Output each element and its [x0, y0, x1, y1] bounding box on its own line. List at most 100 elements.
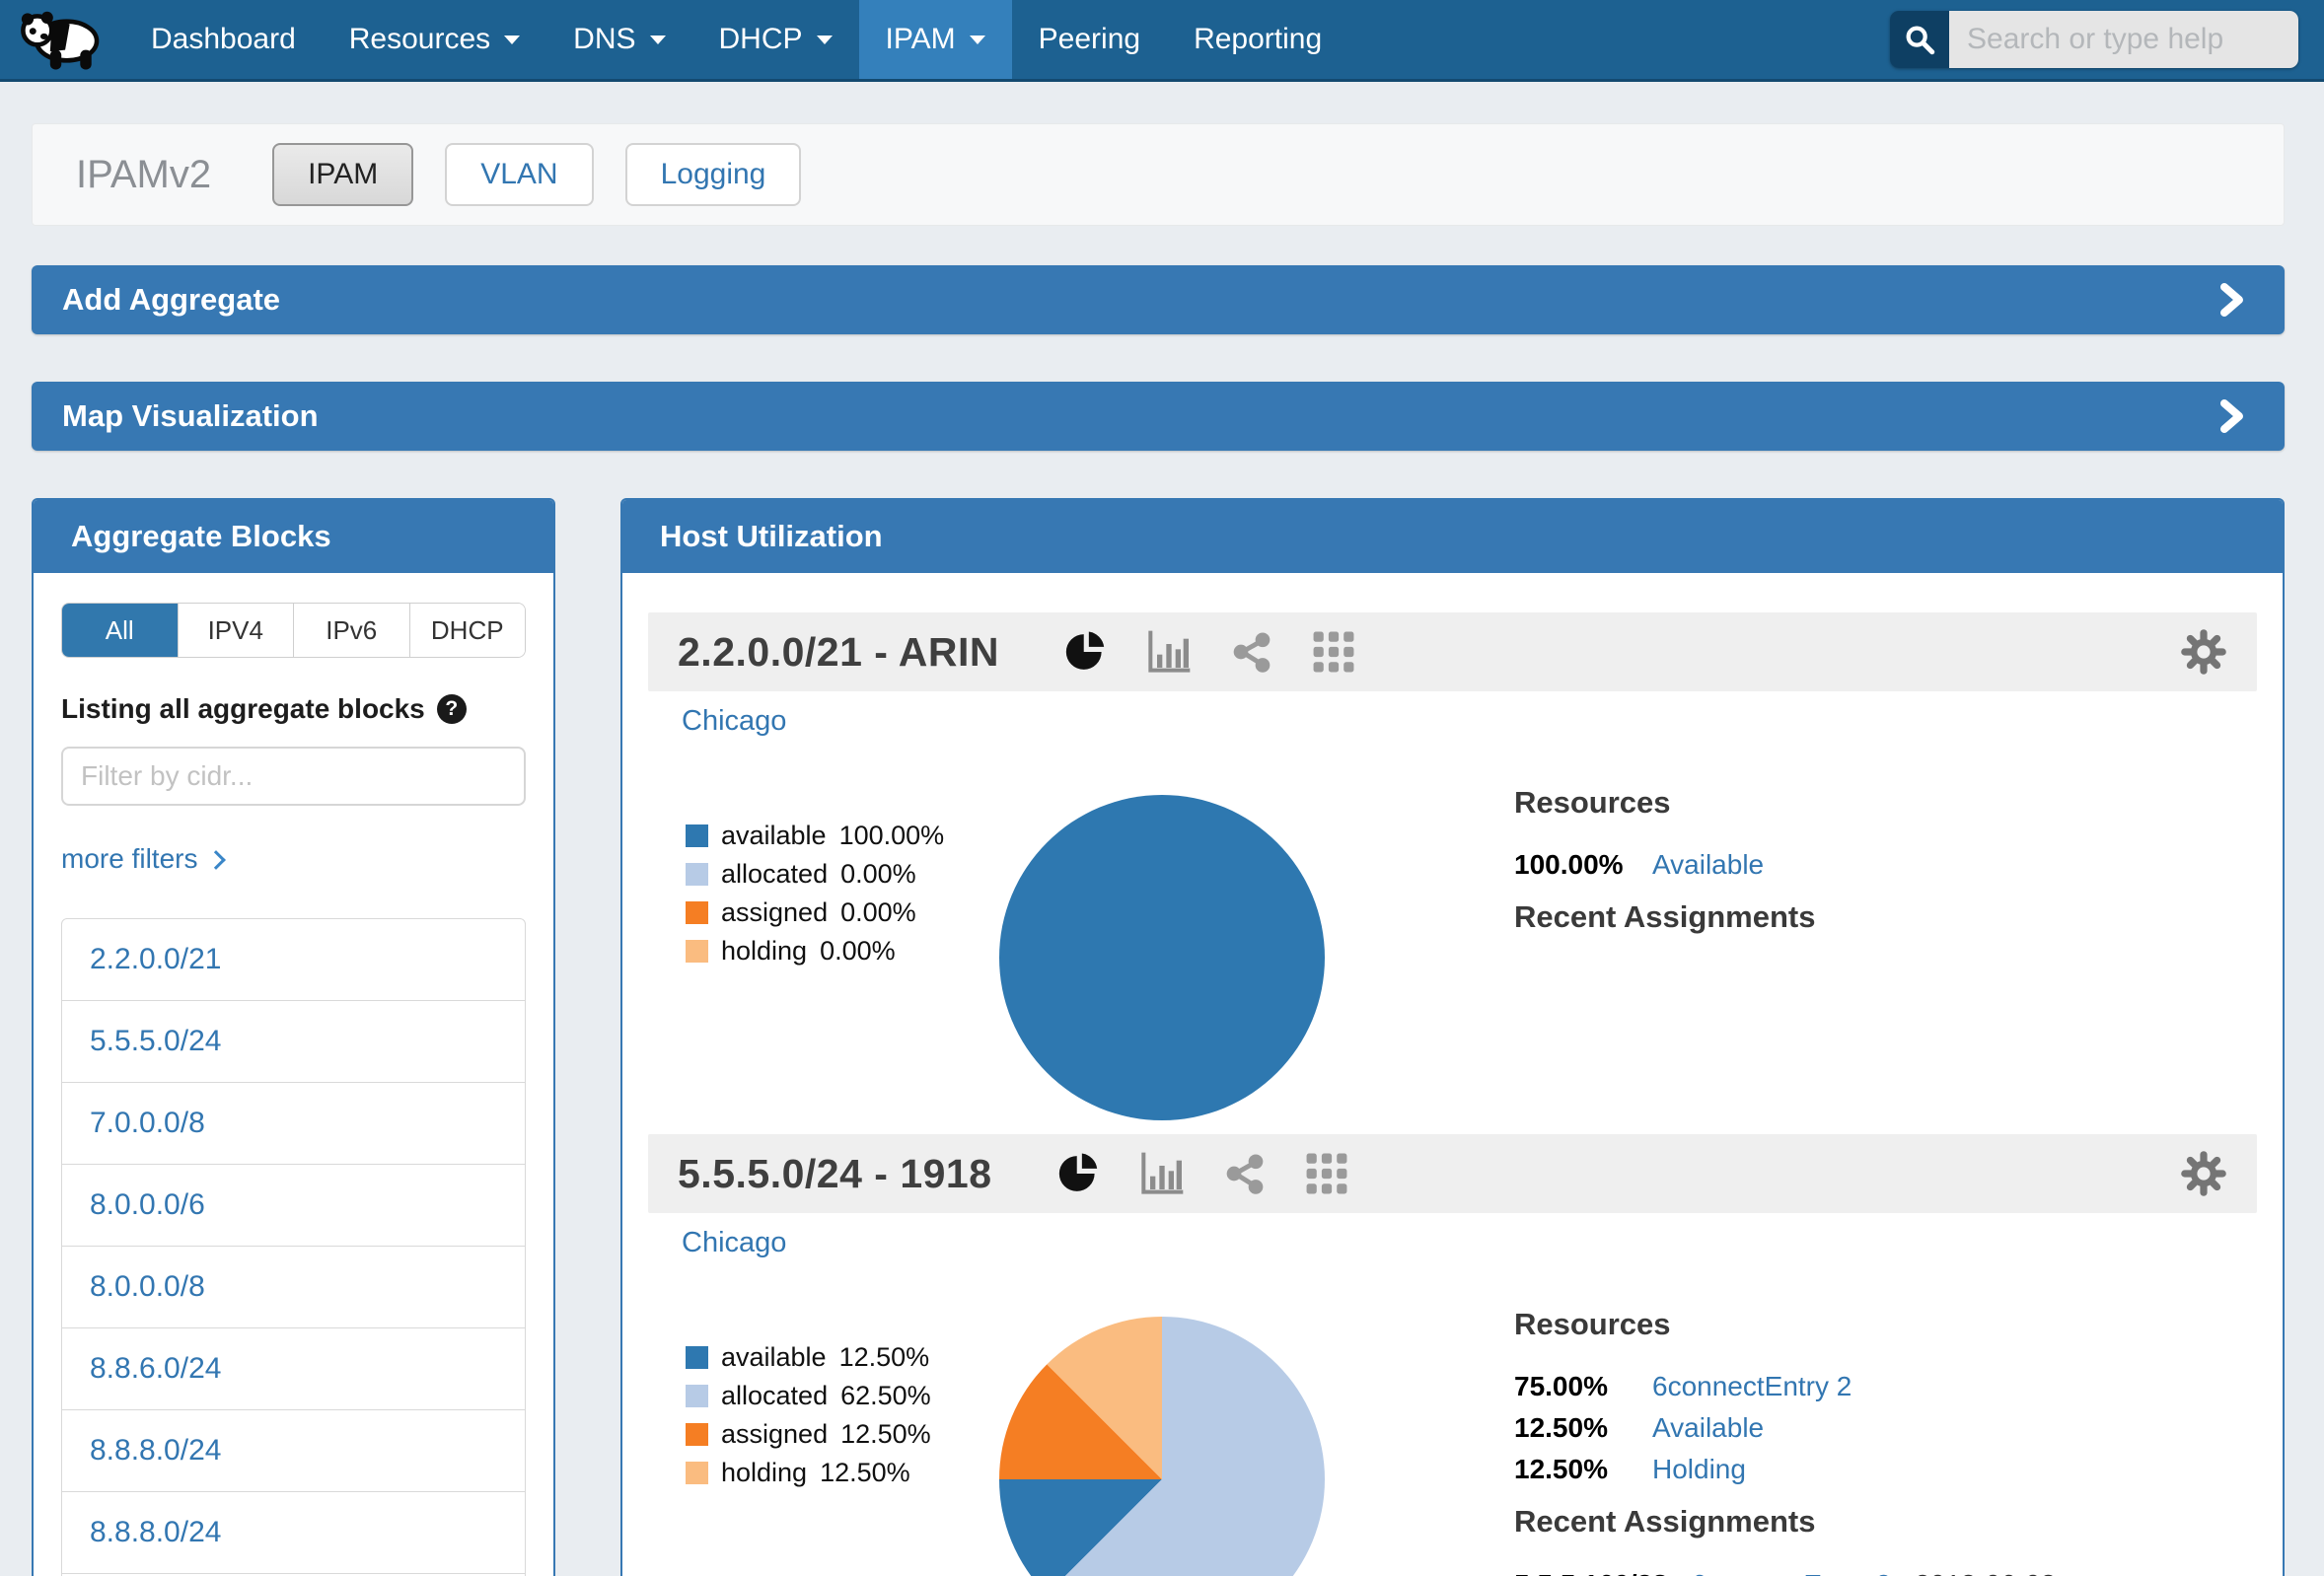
legend-value: 12.50%	[840, 1419, 931, 1449]
chevron-right-icon	[2219, 280, 2245, 327]
chevron-right-icon	[2219, 396, 2245, 444]
help-icon[interactable]: ?	[436, 694, 467, 724]
main-nav: Dashboard Resources DNS DHCP IPAM Peerin…	[124, 0, 1348, 79]
block-row[interactable]: 8.8.8.0/24	[61, 1409, 526, 1492]
legend-item: assigned 0.00%	[686, 894, 978, 932]
recent-resource-link[interactable]: 6connectEntry 2	[1692, 1569, 1891, 1576]
entry-header: 5.5.5.0/24 - 1918	[648, 1134, 2257, 1213]
nav-label: Peering	[1038, 23, 1141, 55]
grid-icon[interactable]	[1304, 1151, 1349, 1196]
pie-chart-icon[interactable]	[1055, 1151, 1101, 1196]
global-search	[1890, 11, 2298, 68]
panda-logo-svg	[21, 11, 100, 70]
resource-link[interactable]: Holding	[1652, 1454, 1746, 1484]
bar-chart-icon[interactable]	[1138, 1150, 1186, 1197]
block-row[interactable]: 2.2.0.0/21	[61, 918, 526, 1001]
block-row[interactable]: 8.8.8.0/24	[61, 1491, 526, 1574]
search-input[interactable]	[1949, 11, 2298, 68]
cidr-filter-input[interactable]	[61, 747, 526, 806]
block-link[interactable]: 8.0.0.0/6	[90, 1188, 205, 1221]
caret-down-icon	[969, 35, 985, 44]
resource-link[interactable]: 6connectEntry 2	[1652, 1371, 1852, 1401]
legend-value: 0.00%	[840, 859, 916, 889]
legend-swatch	[686, 940, 708, 963]
legend-item: available 100.00%	[686, 817, 978, 855]
bar-chart-icon[interactable]	[1145, 628, 1193, 676]
utilization-entry: 5.5.5.0/24 - 1918 Chicago	[648, 1134, 2257, 1576]
aggregate-blocks-title: Aggregate Blocks	[71, 519, 331, 553]
more-filters-link[interactable]: more filters	[61, 843, 227, 875]
search-icon[interactable]	[1890, 11, 1949, 68]
listing-label: Listing all aggregate blocks	[61, 693, 425, 724]
utilization-entry: 2.2.0.0/21 - ARIN Chicago	[648, 612, 2257, 1120]
block-link[interactable]: 8.8.8.0/24	[90, 1434, 222, 1467]
share-icon[interactable]	[1230, 630, 1273, 674]
block-link[interactable]: 5.5.5.0/24	[90, 1025, 222, 1057]
block-row[interactable]: 8.0.0.0/6	[61, 1164, 526, 1247]
region-link[interactable]: Chicago	[682, 1227, 787, 1258]
caret-down-icon	[649, 35, 666, 44]
view-button-ipam[interactable]: IPAM	[272, 143, 414, 206]
entry-actions	[1062, 628, 1356, 676]
entry-header: 2.2.0.0/21 - ARIN	[648, 612, 2257, 691]
legend-label: available	[721, 821, 827, 850]
grid-icon[interactable]	[1311, 629, 1356, 675]
block-link[interactable]: 2.2.0.0/21	[90, 943, 222, 975]
listing-label-row: Listing all aggregate blocks ?	[61, 693, 526, 725]
gear-icon[interactable]	[2180, 1150, 2227, 1197]
resource-link[interactable]: Available	[1652, 849, 1765, 880]
nav-label: Resources	[348, 23, 491, 55]
pie-chart-icon[interactable]	[1062, 629, 1108, 675]
tab-dhcp[interactable]: DHCP	[408, 604, 525, 657]
region-link[interactable]: Chicago	[682, 705, 787, 737]
tab-ipv6[interactable]: IPv6	[293, 604, 409, 657]
block-row[interactable]: 5.5.5.0/24	[61, 1000, 526, 1083]
entry-columns: available 12.50% allocated 62.50% assigned…	[652, 1259, 2253, 1576]
nav-item-dhcp[interactable]: DHCP	[692, 0, 859, 79]
resource-row: 12.50% Holding	[1514, 1449, 2056, 1490]
block-row[interactable]: 8.8.6.0/24	[61, 1327, 526, 1410]
block-row[interactable]: 8.0.0.0/8	[61, 1246, 526, 1328]
view-button-logging[interactable]: Logging	[624, 143, 802, 206]
page-title: IPAMv2	[76, 152, 212, 196]
panda-logo-icon[interactable]	[0, 8, 124, 71]
block-link[interactable]: 7.0.0.0/8	[90, 1107, 205, 1139]
nav-item-resources[interactable]: Resources	[323, 0, 546, 79]
resources-heading: Resources	[1514, 1307, 1671, 1341]
recent-assignments-heading: Recent Assignments	[1514, 1504, 1816, 1539]
resource-percent: 75.00%	[1514, 1371, 1608, 1401]
legend-swatch	[686, 901, 708, 924]
gear-icon[interactable]	[2180, 628, 2227, 676]
resources-column: Resources 75.00% 6connectEntry 2 12.50% Av…	[1514, 1307, 2056, 1576]
legend-item: allocated 62.50%	[686, 1377, 978, 1415]
nav-item-ipam[interactable]: IPAM	[858, 0, 1012, 79]
nav-item-reporting[interactable]: Reporting	[1167, 0, 1348, 79]
nav-item-dns[interactable]: DNS	[546, 0, 691, 79]
resource-link[interactable]: Available	[1652, 1412, 1765, 1443]
legend-value: 0.00%	[820, 936, 896, 966]
host-utilization-header: Host Utilization	[622, 500, 2283, 573]
legend-swatch	[686, 1462, 708, 1484]
add-aggregate-bar[interactable]: Add Aggregate	[32, 265, 2285, 334]
legend-swatch	[686, 824, 708, 847]
legend-swatch	[686, 1385, 708, 1407]
view-button-vlan[interactable]: VLAN	[445, 143, 594, 206]
block-link[interactable]: 8.8.6.0/24	[90, 1352, 222, 1385]
legend-label: assigned	[721, 1419, 829, 1449]
block-link[interactable]: 8.8.8.0/24	[90, 1516, 222, 1548]
recent-cidr: 5.5.5.160/28	[1514, 1569, 1668, 1576]
block-row[interactable]: 9.9.9.0/24	[61, 1573, 526, 1576]
tab-ipv4[interactable]: IPV4	[177, 604, 293, 657]
tab-all[interactable]: All	[62, 604, 178, 657]
block-link[interactable]: 8.0.0.0/8	[90, 1270, 205, 1303]
legend-swatch	[686, 1346, 708, 1369]
map-visualization-bar[interactable]: Map Visualization	[32, 382, 2285, 451]
legend-label: available	[721, 1342, 827, 1372]
block-row[interactable]: 7.0.0.0/8	[61, 1082, 526, 1165]
nav-item-peering[interactable]: Peering	[1012, 0, 1167, 79]
nav-item-dashboard[interactable]: Dashboard	[124, 0, 323, 79]
share-icon[interactable]	[1223, 1152, 1267, 1195]
entry-actions	[1055, 1150, 1349, 1197]
chevron-right-small-icon	[206, 850, 227, 870]
resource-percent: 12.50%	[1514, 1454, 1608, 1484]
